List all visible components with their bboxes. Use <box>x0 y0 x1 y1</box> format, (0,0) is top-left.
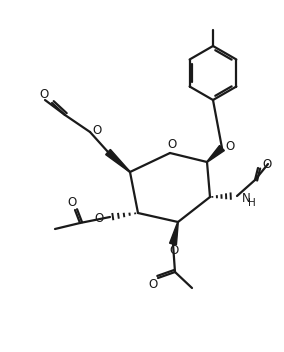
Text: O: O <box>225 140 234 153</box>
Text: O: O <box>148 278 158 291</box>
Text: O: O <box>92 125 101 138</box>
Text: H: H <box>248 198 256 208</box>
Text: O: O <box>167 138 177 151</box>
Polygon shape <box>207 145 224 162</box>
Text: O: O <box>39 88 49 101</box>
Polygon shape <box>106 149 130 172</box>
Text: O: O <box>262 157 271 170</box>
Text: O: O <box>169 244 179 257</box>
Polygon shape <box>170 222 178 245</box>
Text: N: N <box>242 191 251 205</box>
Text: O: O <box>95 212 104 225</box>
Text: O: O <box>67 195 77 208</box>
